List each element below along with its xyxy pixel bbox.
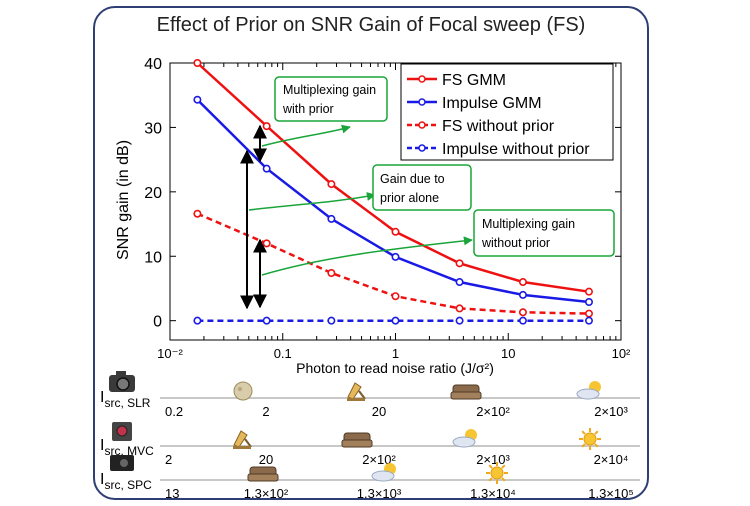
y-tick-label: 0 (153, 314, 162, 331)
data-point (193, 316, 202, 325)
data-point (584, 309, 593, 318)
y-tick-label: 10 (144, 249, 162, 266)
data-point (262, 164, 271, 173)
legend-label: FS without prior (442, 118, 555, 135)
scale-value: 1.3×10² (244, 486, 289, 501)
data-point (455, 304, 464, 313)
data-point (455, 316, 464, 325)
legend-label: Impulse GMM (442, 95, 542, 112)
x-tick-label: 10² (612, 346, 631, 361)
legend-marker (418, 121, 426, 129)
y-axis-label: SNR gain (in dB) (115, 140, 132, 260)
legend-marker (418, 75, 426, 83)
sofa-icon (450, 384, 482, 400)
legend-marker (418, 144, 426, 152)
illumination-scales: Isrc, SLR 0.2 2 20 2×10² 2×10³ Isrc, MVC 2 20 2×1… (100, 371, 640, 501)
scale-row-label: Isrc, MVC (100, 437, 154, 458)
sun-icon (579, 428, 601, 450)
annotation-multiplexing-with-prior: Multiplexing gain with prior (261, 76, 388, 147)
data-point (262, 316, 271, 325)
scale-value: 13 (165, 486, 179, 501)
data-point (327, 180, 336, 189)
scale-value: 20 (259, 452, 273, 467)
data-point (262, 122, 271, 131)
annotation-prior-alone: Gain due to prior alone (248, 164, 472, 211)
moon-icon (233, 381, 253, 401)
data-point (584, 316, 593, 325)
scale-value: 2×10⁴ (594, 452, 629, 467)
lamp-icon (233, 430, 252, 449)
y-tick-label: 30 (144, 120, 162, 137)
data-point (391, 227, 400, 236)
lamp-icon (347, 382, 366, 401)
data-point (518, 290, 527, 299)
data-point (327, 214, 336, 223)
data-point (518, 308, 527, 317)
scale-row-label: Isrc, SLR (100, 389, 151, 410)
cloud-sun-icon (576, 381, 601, 400)
legend-label: FS GMM (442, 72, 506, 89)
sofa-icon (341, 432, 373, 448)
annotation-line: Multiplexing gain (482, 217, 575, 231)
sun-icon (486, 462, 508, 484)
scale-value: 2×10³ (476, 452, 510, 467)
y-tick-label: 20 (144, 185, 162, 202)
scale-value: 1.3×10³ (357, 486, 402, 501)
legend-label: Impulse without prior (442, 141, 590, 158)
annotation-line: without prior (481, 236, 550, 250)
scale-value: 2 (262, 404, 269, 419)
annotation-multiplexing-without-prior: Multiplexing gain without prior (261, 209, 615, 276)
scale-value: 1.3×10⁴ (470, 486, 516, 501)
data-point (262, 239, 271, 248)
scale-value: 2 (165, 452, 172, 467)
chart-legend: FS GMM Impulse GMM FS without prior Impulse… (400, 63, 614, 161)
scale-value: 2×10² (362, 452, 396, 467)
data-point (584, 297, 593, 306)
data-point (391, 292, 400, 301)
legend-marker (418, 98, 426, 106)
data-point (193, 209, 202, 218)
data-point (327, 269, 336, 278)
data-point (455, 259, 464, 268)
data-point (518, 316, 527, 325)
data-point (455, 278, 464, 287)
data-point (327, 316, 336, 325)
data-point (193, 58, 202, 67)
scale-row-label: Isrc, SPC (100, 471, 152, 492)
chart-title: Effect of Prior on SNR Gain of Focal swe… (156, 14, 586, 36)
x-tick-label: 1 (392, 346, 399, 361)
annotation-line: prior alone (380, 191, 439, 205)
scale-value: 2×10³ (594, 404, 628, 419)
x-tick-label: 0.1 (274, 346, 292, 361)
machine-vision-camera-icon (112, 422, 132, 441)
data-point (193, 95, 202, 104)
data-point (391, 252, 400, 261)
x-tick-label: 10⁻² (157, 346, 183, 361)
data-point (584, 287, 593, 296)
scale-value: 0.2 (165, 404, 183, 419)
sofa-icon (247, 466, 279, 482)
cloud-sun-icon (371, 463, 396, 482)
annotation-line: with prior (282, 102, 334, 116)
scale-value: 2×10² (476, 404, 510, 419)
scale-value: 20 (372, 404, 386, 419)
scale-value: 1.3×10⁵ (588, 486, 634, 501)
data-point (518, 278, 527, 287)
data-point (391, 316, 400, 325)
annotation-line: Multiplexing gain (283, 83, 376, 97)
slr-camera-icon (109, 371, 135, 392)
smartphone-camera-icon (110, 455, 134, 471)
annotation-line: Gain due to (380, 172, 445, 186)
x-tick-label: 10 (501, 346, 515, 361)
y-tick-label: 40 (144, 56, 162, 73)
x-axis-label: Photon to read noise ratio (J/σ²) (296, 360, 494, 376)
cloud-sun-icon (452, 429, 477, 448)
